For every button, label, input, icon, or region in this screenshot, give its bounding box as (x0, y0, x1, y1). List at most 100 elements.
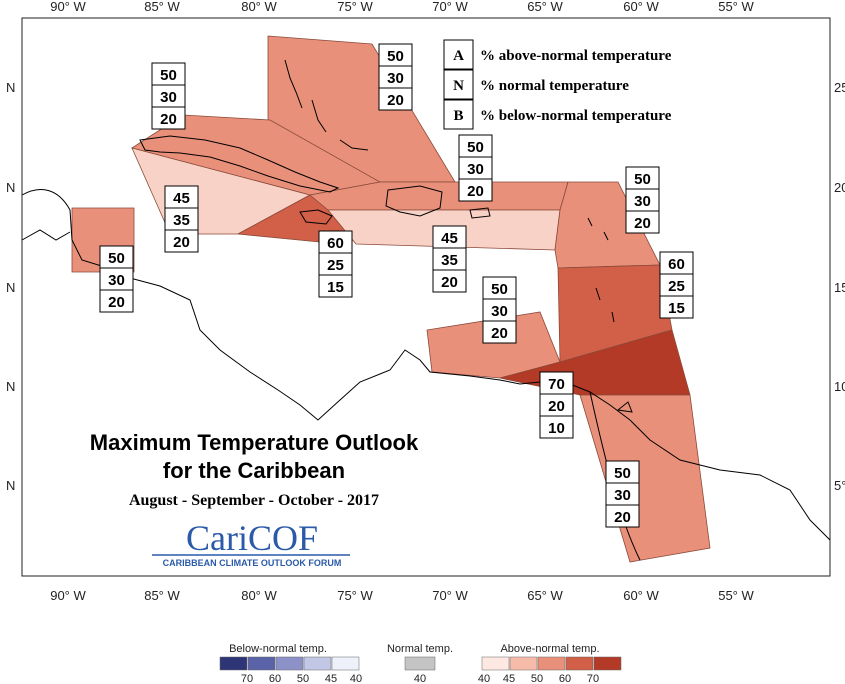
label-normal: 30 (467, 161, 484, 178)
label-above: 50 (108, 250, 125, 267)
colorbar-swatch-below (303, 656, 332, 671)
label-normal: 30 (491, 303, 508, 320)
label-below: 20 (614, 509, 631, 526)
top-longitude-ticks: 90° W 85° W 80° W 75° W 70° W 65° W 60° … (50, 0, 754, 14)
label-below: 20 (467, 183, 484, 200)
colorbar-swatch-above (509, 656, 538, 671)
lon-tick-bottom: 60° W (623, 588, 659, 603)
colorbar-swatch-below (275, 656, 304, 671)
colorbar: Below-normal temp. Normal temp. Above-no… (219, 643, 622, 684)
region-label-cayman: 45 35 20 (164, 185, 199, 253)
legend-text: % normal temperature (480, 78, 629, 94)
label-below: 20 (441, 274, 458, 291)
region-label-abc-islands: 50 30 20 (482, 276, 517, 344)
label-above: 60 (668, 256, 685, 273)
lon-tick-top: 55° W (718, 0, 754, 14)
label-normal: 35 (441, 252, 458, 269)
region-label-leeward: 50 30 20 (625, 166, 660, 234)
label-below: 20 (160, 111, 177, 128)
colorbar-tick: 45 (325, 673, 337, 684)
label-below: 20 (634, 215, 651, 232)
colorbar-swatch-above (565, 656, 594, 671)
colorbar-tick: 60 (559, 673, 571, 684)
lat-tick-right: 10° (834, 379, 845, 394)
colorbar-swatch-below (247, 656, 276, 671)
lat-tick-left: N (6, 478, 15, 493)
lon-tick-bottom: 55° W (718, 588, 754, 603)
legend-text: % above-normal temperature (480, 48, 672, 64)
colorbar-swatch-normal (404, 656, 436, 671)
lon-tick-top: 70° W (432, 0, 468, 14)
left-latitude-ticks: N N N N N (6, 80, 15, 493)
caricof-logo: CariCOF (186, 518, 318, 558)
title-block: Maximum Temperature Outlook for the Cari… (90, 430, 419, 568)
region-label-windward: 60 25 15 (659, 251, 694, 319)
lon-tick-bottom: 90° W (50, 588, 86, 603)
label-below: 20 (108, 294, 125, 311)
region-label-belize: 50 30 20 (99, 245, 134, 313)
label-below: 15 (327, 279, 344, 296)
lat-tick-right: 20° (834, 180, 845, 195)
region-label-hispaniola-north: 50 30 20 (458, 134, 493, 202)
colorbar-swatch-below (331, 656, 360, 671)
lat-tick-left: N (6, 379, 15, 394)
caricof-logo-subtext: CARIBBEAN CLIMATE OUTLOOK FORUM (163, 558, 342, 568)
legend-letter: A (453, 48, 464, 64)
colorbar-swatch-below (219, 656, 248, 671)
label-below: 20 (387, 92, 404, 109)
lat-tick-left: N (6, 180, 15, 195)
colorbar-tick: 50 (297, 673, 309, 684)
lon-tick-top: 90° W (50, 0, 86, 14)
lat-tick-right: 15° (834, 280, 845, 295)
map-period: August - September - October - 2017 (129, 492, 379, 509)
forecast-regions (71, 35, 711, 563)
map-title: Maximum Temperature Outlook (90, 430, 419, 455)
colorbar-swatch-above (481, 656, 510, 671)
lon-tick-top: 85° W (144, 0, 180, 14)
region-label-jamaica: 60 25 15 (318, 230, 353, 298)
region-label-guianas: 50 30 20 (605, 460, 640, 528)
region-label-hispaniola-south: 45 35 20 (432, 225, 467, 293)
lon-tick-bottom: 75° W (337, 588, 373, 603)
label-below: 15 (668, 300, 685, 317)
label-normal: 35 (173, 212, 190, 229)
region-label-bahamas: 50 30 20 (378, 43, 413, 111)
label-normal: 20 (548, 398, 565, 415)
label-normal: 30 (634, 193, 651, 210)
label-normal: 30 (387, 70, 404, 87)
lon-tick-bottom: 70° W (432, 588, 468, 603)
colorbar-tick: 40 (414, 673, 426, 684)
label-above: 50 (491, 281, 508, 298)
label-above: 50 (634, 171, 651, 188)
region-labels: 50 30 20 50 30 20 45 35 20 60 25 (99, 43, 694, 528)
label-normal: 30 (160, 89, 177, 106)
lat-tick-right: 5° (834, 478, 845, 493)
lat-tick-right: 25° (834, 80, 845, 95)
label-normal: 25 (668, 278, 685, 295)
legend-letter: B (453, 108, 463, 124)
label-normal: 25 (327, 257, 344, 274)
colorbar-tick: 40 (350, 673, 362, 684)
region-label-trinidad: 70 20 10 (539, 371, 574, 439)
label-normal: 30 (108, 272, 125, 289)
legend-text: % below-normal temperature (480, 108, 672, 124)
label-above: 45 (441, 230, 458, 247)
label-below: 20 (491, 325, 508, 342)
colorbar-tick: 50 (531, 673, 543, 684)
colorbar-swatch-above (537, 656, 566, 671)
label-above: 50 (467, 139, 484, 156)
colorbar-normal-title: Normal temp. (387, 643, 453, 655)
lon-tick-top: 80° W (241, 0, 277, 14)
lon-tick-top: 65° W (527, 0, 563, 14)
label-below: 10 (548, 420, 565, 437)
lon-tick-bottom: 85° W (144, 588, 180, 603)
label-normal: 30 (614, 487, 631, 504)
label-above: 50 (614, 465, 631, 482)
lat-tick-left: N (6, 280, 15, 295)
label-above: 50 (160, 67, 177, 84)
label-above: 70 (548, 376, 565, 393)
lon-tick-top: 75° W (337, 0, 373, 14)
label-above: 45 (173, 190, 190, 207)
label-above: 50 (387, 48, 404, 65)
